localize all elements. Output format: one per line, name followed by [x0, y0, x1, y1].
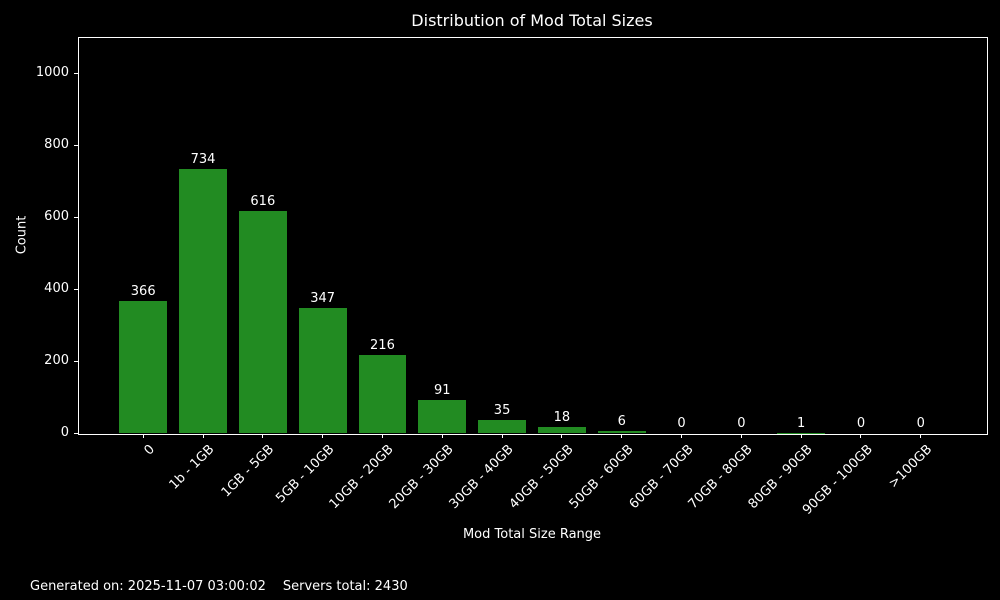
y-tick	[74, 72, 78, 74]
x-tick	[142, 434, 144, 438]
bar	[119, 301, 168, 433]
y-tick	[74, 288, 78, 290]
bar-value-label: 216	[370, 338, 395, 354]
x-tick-label: 5GB - 10GB	[273, 442, 338, 507]
x-tick-label: 1GB - 5GB	[219, 442, 278, 501]
bar	[418, 400, 467, 433]
x-tick	[322, 434, 324, 438]
y-tick-label: 200	[44, 353, 69, 368]
bar-value-label: 0	[916, 416, 925, 431]
x-tick-label: 1b - 1GB	[166, 442, 218, 493]
bar-value-label: 616	[250, 194, 276, 210]
y-tick-label: 800	[44, 137, 69, 152]
x-tick	[561, 434, 563, 438]
bar-value-label: 18	[553, 409, 571, 425]
plot-area	[78, 37, 988, 435]
y-tick-label: 0	[60, 425, 69, 440]
bar-value-label: 0	[677, 416, 686, 431]
x-tick-label: 0	[141, 442, 158, 459]
bar	[358, 355, 407, 433]
bar	[298, 308, 347, 433]
bar-value-label: 0	[856, 416, 866, 431]
x-tick-label: >100GB	[886, 442, 936, 492]
bar	[238, 211, 287, 433]
y-tick	[74, 216, 78, 218]
x-tick	[262, 434, 264, 438]
x-tick	[800, 434, 802, 438]
footer: Generated on: 2025-11-07 03:00:02 Servers…	[30, 579, 408, 594]
y-tick-label: 1000	[35, 65, 69, 80]
bar	[537, 426, 586, 433]
bar	[597, 430, 646, 433]
y-tick	[74, 432, 78, 434]
bar-value-label: 734	[190, 151, 216, 167]
x-tick	[441, 434, 443, 438]
x-tick	[202, 434, 204, 438]
chart-title: Distribution of Mod Total Sizes	[411, 11, 653, 30]
y-tick-label: 600	[44, 209, 69, 224]
y-tick-label: 400	[44, 281, 69, 296]
bar-value-label: 0	[737, 416, 746, 431]
bar-value-label: 366	[130, 284, 156, 300]
x-tick	[920, 434, 922, 438]
bar-value-label: 6	[617, 413, 626, 429]
x-tick	[381, 434, 383, 438]
bar	[478, 420, 526, 433]
x-tick	[740, 434, 742, 438]
bar-value-label: 35	[493, 403, 511, 419]
x-tick	[681, 434, 683, 438]
x-tick	[501, 434, 503, 438]
y-tick	[74, 360, 78, 362]
bar-value-label: 1	[797, 415, 806, 431]
x-axis-label: Mod Total Size Range	[462, 527, 602, 542]
x-tick	[860, 434, 862, 438]
bar-value-label: 347	[310, 291, 336, 307]
x-tick	[621, 434, 623, 438]
footer-servers-total: Servers total: 2430	[282, 579, 408, 594]
y-tick	[74, 144, 78, 146]
bar-value-label: 91	[433, 383, 451, 399]
bar	[179, 168, 227, 433]
footer-generated-on: Generated on: 2025-11-07 03:00:02	[30, 579, 266, 594]
